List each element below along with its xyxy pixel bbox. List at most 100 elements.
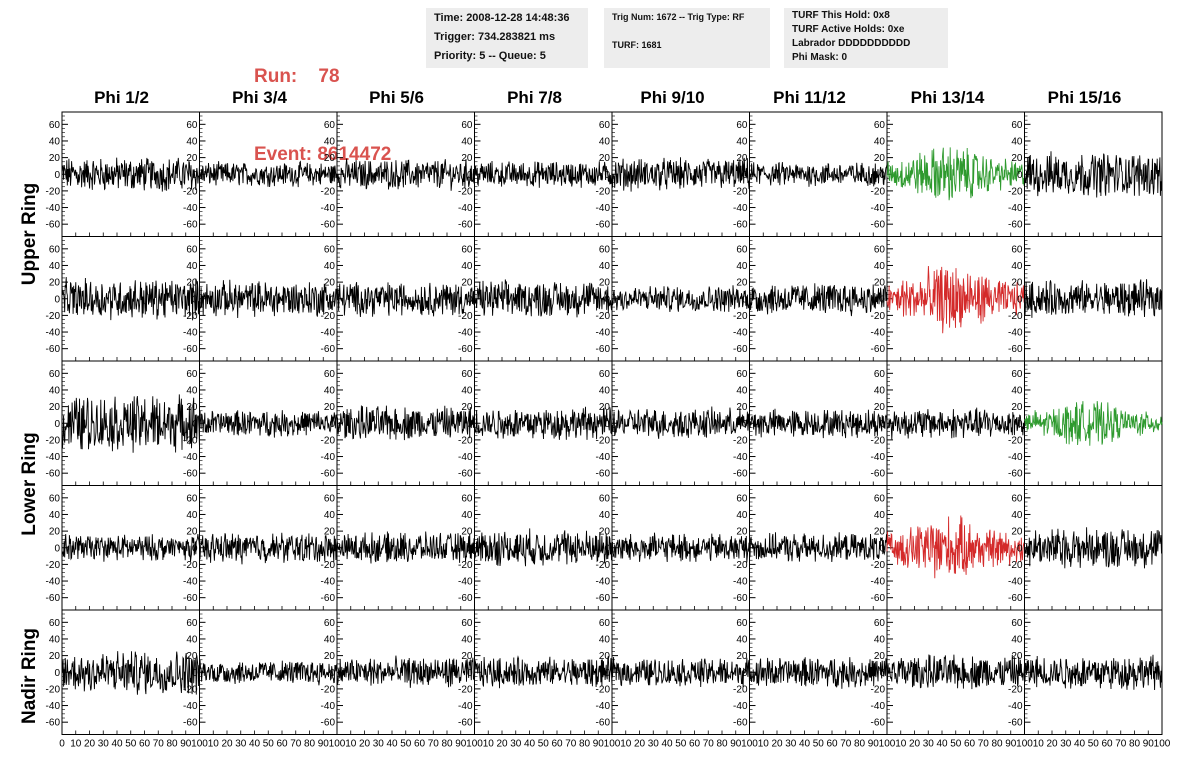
y-tick-label: -20 [183,560,198,571]
y-tick-label: 60 [186,120,198,131]
y-tick-label: 0 [329,170,335,181]
x-tick-label: 90 [730,739,742,750]
x-tick-label: 60 [964,739,976,750]
x-tick-label: 90 [180,739,192,750]
priority-text: Priority: 5 -- Queue: 5 [434,50,546,62]
y-tick-label: 0 [879,294,885,305]
labrador-text: Labrador DDDDDDDDDD [792,38,911,49]
y-tick-label: -40 [596,701,611,712]
trigger-text: Trigger: 734.283821 ms [434,31,556,43]
y-tick-label: -20 [321,684,336,695]
y-tick-label: -20 [46,684,61,695]
waveform-trace [611,157,750,192]
y-tick-label: 40 [49,136,61,147]
y-tick-label: -20 [183,684,198,695]
column-header-phi-9-10: Phi 9/10 [640,88,705,107]
x-tick-label: 70 [1115,739,1127,750]
y-tick-label: 20 [599,527,611,538]
y-tick-label: 40 [49,634,61,645]
y-tick-label: 40 [599,385,611,396]
x-tick-label: 80 [716,739,728,750]
y-tick-label: -20 [46,560,61,571]
y-tick-label: 40 [324,136,336,147]
x-tick-label: 10 [483,739,495,750]
y-tick-label: -40 [183,452,198,463]
run-label: Run: [254,66,298,87]
y-tick-label: 0 [192,419,198,430]
x-tick-label: 80 [1129,739,1141,750]
y-tick-label: -60 [733,469,748,480]
y-tick-label: 20 [461,527,473,538]
x-tick-label: 50 [950,739,962,750]
y-tick-label: 0 [1017,419,1023,430]
y-tick-label: -60 [46,593,61,604]
x-tick-label: 90 [455,739,467,750]
waveform-trace [1024,279,1163,318]
x-tick-label: 90 [318,739,330,750]
x-tick-label: 80 [441,739,453,750]
y-tick-label: 0 [54,170,60,181]
y-tick-label: -40 [46,577,61,588]
y-tick-label: 0 [879,543,885,554]
waveform-trace [61,533,200,562]
x-tick-label: 20 [84,739,96,750]
y-tick-label: 20 [49,527,61,538]
y-tick-label: 60 [461,244,473,255]
y-tick-label: 20 [461,278,473,289]
waveform-trace [61,276,200,321]
y-tick-label: -40 [871,452,886,463]
waveform-trace [199,279,338,319]
y-tick-label: 20 [874,153,886,164]
y-tick-label: -20 [1008,186,1023,197]
y-tick-label: 20 [874,527,886,538]
x-tick-label: 40 [936,739,948,750]
y-tick-label: 40 [49,385,61,396]
y-tick-label: 60 [461,493,473,504]
y-tick-label: -60 [321,469,336,480]
waveform-trace [886,654,1025,690]
y-tick-label: 60 [186,369,198,380]
y-tick-label: -20 [183,311,198,322]
y-tick-label: -40 [871,328,886,339]
waveform-trace [886,515,1025,579]
turf-holds-box: TURF This Hold: 0x8 TURF Active Holds: 0… [784,8,948,68]
y-tick-label: -20 [458,435,473,446]
y-tick-label: 20 [1011,278,1023,289]
y-tick-label: 40 [461,136,473,147]
y-tick-label: -40 [1008,328,1023,339]
panel-frame [611,609,750,735]
waveform-trace [474,279,613,318]
waveform-trace [749,532,888,563]
y-tick-label: 0 [604,170,610,181]
y-tick-label: 40 [324,634,336,645]
y-tick-label: 20 [324,651,336,662]
x-tick-label: 40 [249,739,261,750]
y-tick-label: 60 [736,244,748,255]
waveform-trace [886,265,1025,334]
x-tick-label: 20 [634,739,646,750]
waveform-trace [474,160,613,188]
y-tick-label: 0 [192,294,198,305]
y-tick-label: 40 [461,261,473,272]
y-tick-label: -20 [1008,560,1023,571]
turf-text: TURF: 1681 [612,40,662,50]
y-tick-label: -20 [596,684,611,695]
y-tick-label: 60 [1011,493,1023,504]
waveform-trace [611,285,750,313]
x-tick-label: 70 [565,739,577,750]
y-tick-label: -40 [596,328,611,339]
waveform-trace [474,655,613,689]
y-tick-label: -40 [733,328,748,339]
waveform-trace [1024,151,1163,198]
x-tick-label: 70 [978,739,990,750]
y-tick-label: 40 [736,634,748,645]
y-tick-label: -60 [596,220,611,231]
y-tick-label: -40 [1008,203,1023,214]
y-tick-label: 40 [1011,385,1023,396]
y-tick-label: -20 [871,186,886,197]
waveform-trace [474,528,613,567]
y-tick-label: -60 [183,344,198,355]
y-tick-label: 20 [874,402,886,413]
column-header-phi-13-14: Phi 13/14 [910,88,985,107]
